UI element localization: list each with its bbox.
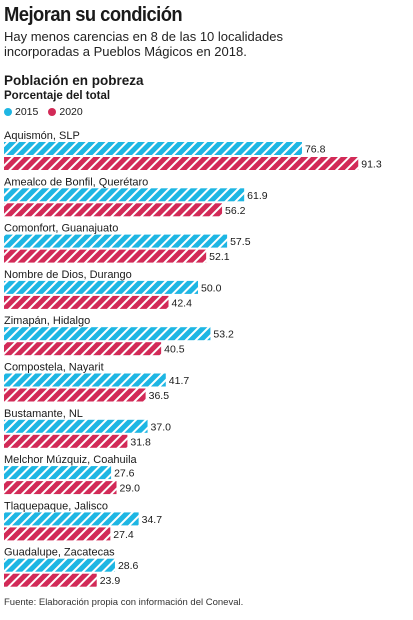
legend-dot-2020 <box>48 108 57 116</box>
value-label-2015: 50.0 <box>201 282 222 294</box>
value-label-2015: 53.2 <box>213 329 234 341</box>
chart-title: Mejoran su condición <box>4 4 183 26</box>
value-label-2020: 23.9 <box>100 575 121 587</box>
bar-2020 <box>4 157 359 170</box>
legend-dot-2015 <box>4 108 12 116</box>
bar-2015 <box>4 234 228 248</box>
legend: 2015 2020 <box>4 106 83 118</box>
bar-2015 <box>4 558 115 572</box>
value-label-2020: 36.5 <box>149 390 170 402</box>
value-label-2015: 37.0 <box>151 421 172 433</box>
value-label-2020: 91.3 <box>361 159 382 171</box>
value-label-2020: 31.8 <box>130 436 151 448</box>
value-label-2015: 41.7 <box>169 375 190 387</box>
bar-2020 <box>4 342 162 356</box>
bar-2015 <box>4 466 112 480</box>
category-label: Zimapán, Hidalgo <box>4 315 90 327</box>
value-label-2020: 29.0 <box>120 483 141 495</box>
section-title: Población en pobreza <box>4 73 144 88</box>
value-label-2020: 52.1 <box>209 251 230 263</box>
category-label: Bustamante, NL <box>4 408 83 420</box>
category-label: Amealco de Bonfil, Querétaro <box>4 176 148 188</box>
bar-2015 <box>4 512 139 526</box>
bar-2020 <box>4 249 207 263</box>
value-label-2015: 34.7 <box>142 514 163 526</box>
value-label-2020: 56.2 <box>225 205 246 217</box>
bar-2020 <box>4 434 128 448</box>
bar-2015 <box>4 419 148 433</box>
category-label: Guadalupe, Zacatecas <box>4 547 115 559</box>
value-label-2020: 42.4 <box>172 297 193 309</box>
bar-2020 <box>4 295 169 309</box>
category-label: Comonfort, Guanajuato <box>4 223 118 235</box>
bar-2015 <box>4 280 198 294</box>
bar-2015 <box>4 373 166 387</box>
category-label: Tlaquepaque, Jalisco <box>4 500 108 512</box>
legend-item-2015: 2015 <box>4 106 38 118</box>
source-note: Fuente: Elaboración propia con informaci… <box>4 597 244 608</box>
category-label: Nombre de Dios, Durango <box>4 269 132 281</box>
bar-chart: Aquismón, SLP 76.8 91.3 Amealco de Bonfil, … <box>4 130 382 587</box>
value-label-2020: 27.4 <box>113 529 134 541</box>
subtitle-line: Hay menos carencias en 8 de las 10 local… <box>4 29 283 44</box>
subtitle-line: incorporadas a Pueblos Mágicos en 2018. <box>4 44 247 59</box>
chart-subtitle: Hay menos carencias en 8 de las 10 local… <box>4 29 404 59</box>
bar-2020 <box>4 527 111 541</box>
section-subtitle: Porcentaje del total <box>4 90 111 102</box>
bars-group: Aquismón, SLP 76.8 91.3 Amealco de Bonfil, … <box>4 130 382 587</box>
bar-2015 <box>4 142 302 155</box>
value-label-2015: 57.5 <box>230 236 251 248</box>
bar-2015 <box>4 327 211 341</box>
category-label: Compostela, Nayarit <box>4 362 104 374</box>
bar-2020 <box>4 573 97 587</box>
bar-2020 <box>4 203 223 217</box>
category-label: Melchor Múzquiz, Coahuila <box>4 454 138 466</box>
legend-item-2020: 2020 <box>48 106 83 118</box>
value-label-2015: 27.6 <box>114 468 135 480</box>
legend-label-2015: 2015 <box>15 106 39 118</box>
value-label-2015: 28.6 <box>118 560 139 572</box>
bar-2015 <box>4 188 245 202</box>
value-label-2020: 40.5 <box>164 344 185 356</box>
category-label: Aquismón, SLP <box>4 130 80 142</box>
legend-label-2020: 2020 <box>59 106 83 118</box>
value-label-2015: 76.8 <box>305 144 326 156</box>
bar-2020 <box>4 481 117 495</box>
bar-2020 <box>4 388 146 402</box>
value-label-2015: 61.9 <box>247 190 268 202</box>
